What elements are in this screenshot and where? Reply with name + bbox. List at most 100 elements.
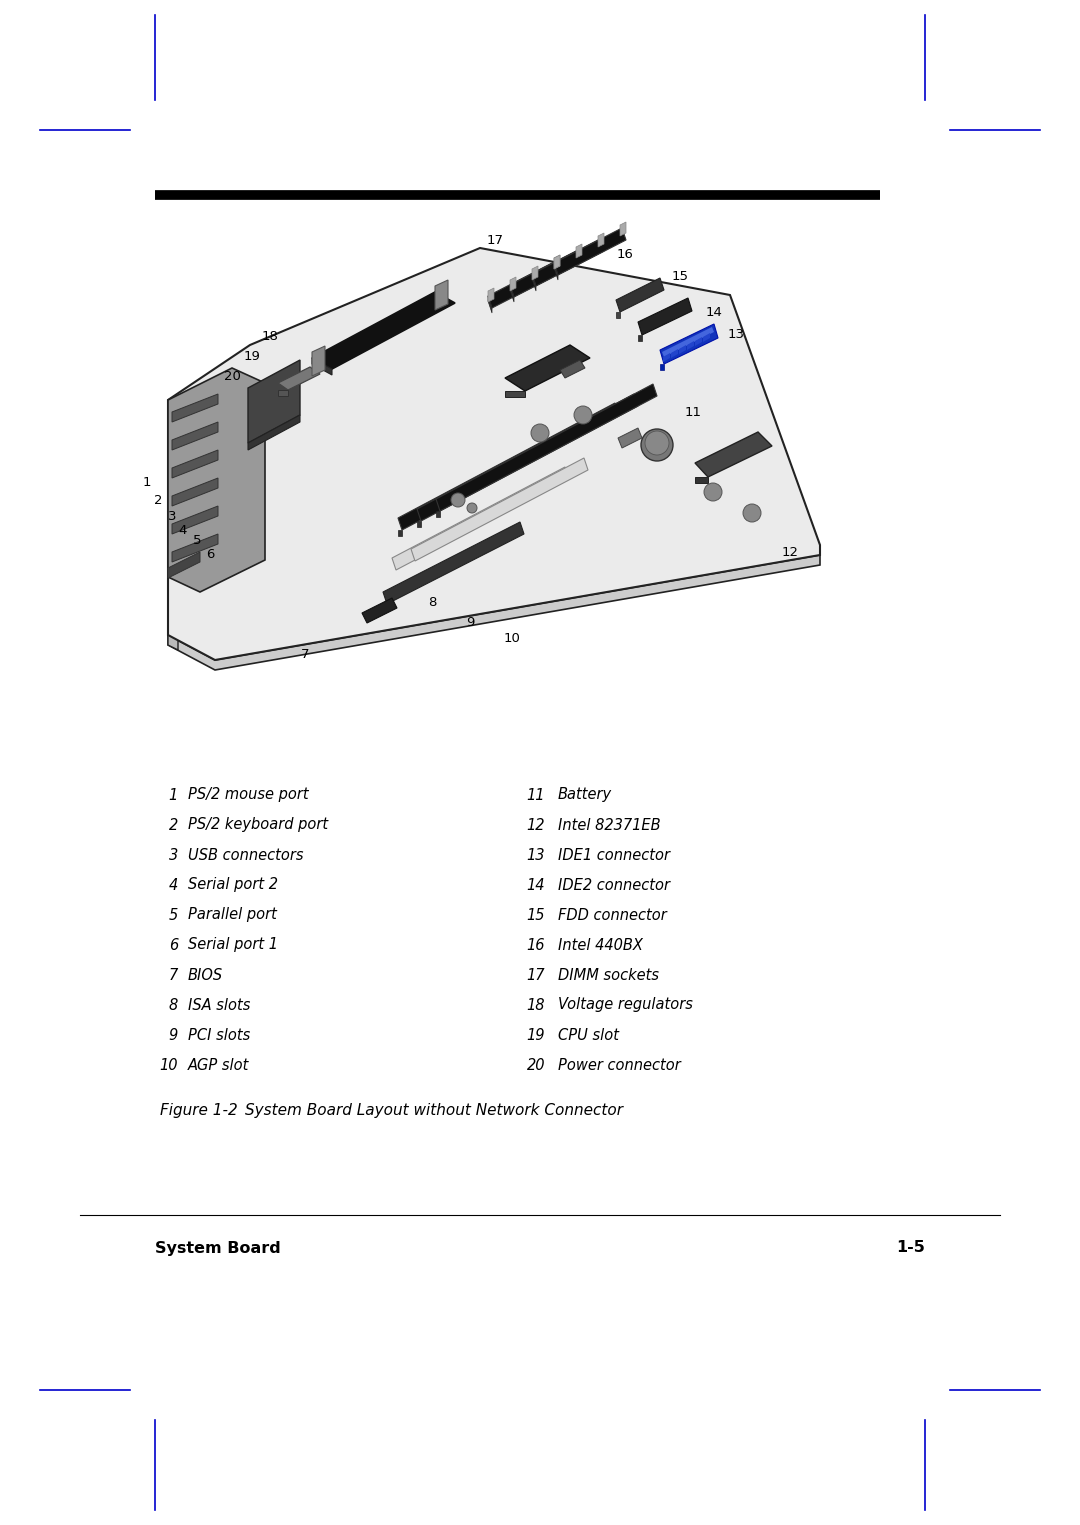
Polygon shape xyxy=(532,265,538,281)
Text: 4: 4 xyxy=(168,877,178,892)
Circle shape xyxy=(451,493,465,506)
Text: FDD connector: FDD connector xyxy=(558,907,666,923)
Polygon shape xyxy=(312,346,325,377)
Polygon shape xyxy=(488,288,494,302)
Text: 15: 15 xyxy=(672,270,689,284)
Text: 16: 16 xyxy=(617,247,634,261)
Text: 13: 13 xyxy=(728,328,744,342)
Polygon shape xyxy=(616,278,664,313)
Polygon shape xyxy=(660,323,718,364)
Text: 1-5: 1-5 xyxy=(896,1240,924,1255)
Text: 1: 1 xyxy=(168,787,178,802)
Polygon shape xyxy=(172,422,218,450)
Text: 11: 11 xyxy=(685,406,702,418)
Text: 12: 12 xyxy=(527,817,545,833)
Text: IDE1 connector: IDE1 connector xyxy=(558,848,670,863)
Circle shape xyxy=(743,503,761,522)
Text: 11: 11 xyxy=(527,787,545,802)
Text: 4: 4 xyxy=(179,523,187,537)
Polygon shape xyxy=(168,249,820,660)
Polygon shape xyxy=(436,384,657,511)
Polygon shape xyxy=(618,429,642,448)
Text: 18: 18 xyxy=(527,997,545,1013)
Polygon shape xyxy=(436,511,440,517)
Polygon shape xyxy=(417,522,421,528)
Text: 3: 3 xyxy=(167,511,176,523)
Text: 10: 10 xyxy=(503,631,521,645)
Text: 13: 13 xyxy=(527,848,545,863)
Polygon shape xyxy=(505,345,590,390)
Polygon shape xyxy=(417,393,638,522)
Text: 20: 20 xyxy=(527,1057,545,1072)
Text: PS/2 mouse port: PS/2 mouse port xyxy=(188,787,309,802)
Polygon shape xyxy=(383,604,387,610)
Polygon shape xyxy=(576,244,582,258)
Polygon shape xyxy=(362,598,397,624)
Text: USB connectors: USB connectors xyxy=(188,848,303,863)
Text: 8: 8 xyxy=(168,997,178,1013)
Polygon shape xyxy=(168,552,200,578)
Text: 14: 14 xyxy=(705,305,723,319)
Text: Serial port 2: Serial port 2 xyxy=(188,877,278,892)
Text: 6: 6 xyxy=(206,547,214,561)
Circle shape xyxy=(642,429,673,461)
Text: DIMM sockets: DIMM sockets xyxy=(558,967,659,982)
Polygon shape xyxy=(312,358,332,375)
Polygon shape xyxy=(168,368,265,592)
Polygon shape xyxy=(638,336,642,342)
Polygon shape xyxy=(312,291,455,369)
Text: 20: 20 xyxy=(224,369,241,383)
Polygon shape xyxy=(168,400,178,650)
Polygon shape xyxy=(532,239,604,287)
Polygon shape xyxy=(510,278,516,291)
Text: Serial port 1: Serial port 1 xyxy=(188,938,278,953)
Text: 2: 2 xyxy=(153,494,162,506)
Polygon shape xyxy=(687,342,694,351)
Text: 19: 19 xyxy=(527,1028,545,1043)
Text: 14: 14 xyxy=(527,877,545,892)
Polygon shape xyxy=(510,285,514,302)
Polygon shape xyxy=(488,296,492,313)
Text: 8: 8 xyxy=(428,596,436,610)
Polygon shape xyxy=(399,531,402,535)
Text: CPU slot: CPU slot xyxy=(558,1028,619,1043)
Polygon shape xyxy=(168,555,820,669)
Circle shape xyxy=(573,406,592,424)
Text: Voltage regulators: Voltage regulators xyxy=(558,997,693,1013)
Text: 5: 5 xyxy=(168,907,178,923)
Circle shape xyxy=(467,503,477,512)
Polygon shape xyxy=(172,393,218,422)
Polygon shape xyxy=(172,477,218,506)
Polygon shape xyxy=(638,297,692,336)
Text: 15: 15 xyxy=(527,907,545,923)
Text: Intel 440BX: Intel 440BX xyxy=(558,938,643,953)
Text: PS/2 keyboard port: PS/2 keyboard port xyxy=(188,817,328,833)
Polygon shape xyxy=(554,262,558,281)
Text: 9: 9 xyxy=(168,1028,178,1043)
Text: 2: 2 xyxy=(168,817,178,833)
Text: 9: 9 xyxy=(465,616,474,628)
Text: 18: 18 xyxy=(261,331,279,343)
Polygon shape xyxy=(411,458,588,561)
Text: 1: 1 xyxy=(143,476,151,488)
Polygon shape xyxy=(172,534,218,563)
Polygon shape xyxy=(620,223,626,236)
Polygon shape xyxy=(172,506,218,534)
Text: 12: 12 xyxy=(782,546,798,558)
Text: Intel 82371EB: Intel 82371EB xyxy=(558,817,661,833)
Text: 7: 7 xyxy=(168,967,178,982)
Polygon shape xyxy=(554,255,561,268)
Polygon shape xyxy=(696,477,708,483)
Polygon shape xyxy=(248,360,300,442)
Text: 6: 6 xyxy=(168,938,178,953)
Text: 19: 19 xyxy=(244,351,260,363)
Text: BIOS: BIOS xyxy=(188,967,224,982)
Text: Power connector: Power connector xyxy=(558,1057,680,1072)
Polygon shape xyxy=(663,352,670,361)
Polygon shape xyxy=(703,332,710,342)
Polygon shape xyxy=(696,337,702,346)
Text: 10: 10 xyxy=(160,1057,178,1072)
Text: Battery: Battery xyxy=(558,787,612,802)
Text: System Board Layout without Network Connector: System Board Layout without Network Conn… xyxy=(245,1103,623,1118)
Polygon shape xyxy=(435,281,448,310)
